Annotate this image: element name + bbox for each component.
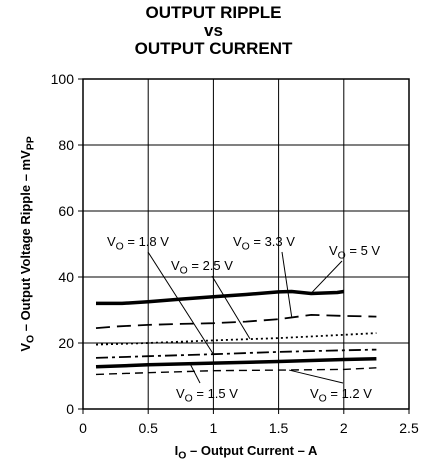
x-tick-label: 2.5 [399, 420, 419, 436]
x-tick-label: 1.5 [269, 420, 289, 436]
annotation-leader [288, 369, 344, 384]
annotation-leader [211, 275, 251, 339]
annotation-label: VO = 1.2 V [310, 386, 372, 405]
plot-frame [82, 78, 410, 410]
series-line-vo-5-v [96, 289, 345, 306]
x-tick-label: 0 [79, 420, 87, 436]
chart-title-line-1: OUTPUT RIPPLE [145, 3, 282, 22]
annotation-label: VO = 1.8 V [107, 234, 169, 253]
x-axis-label: IO – Output Current – A [175, 443, 318, 462]
y-tick-label: 60 [58, 203, 74, 219]
chart-title-line-2: vs [204, 21, 223, 40]
series-line-vo-3-3-v [95, 313, 377, 329]
annotation-label: VO = 5 V [329, 243, 380, 262]
x-tick-label: 2 [340, 420, 348, 436]
series-line-vo-1-2-v [95, 367, 377, 376]
y-tick-label: 40 [58, 269, 74, 285]
annotation-leader [147, 251, 214, 355]
series-line-vo-2-5-v [95, 332, 377, 346]
y-tick-label: 20 [58, 335, 74, 351]
annotation-label: VO = 3.3 V [233, 234, 295, 253]
series-line-vo-1-5-v [95, 357, 377, 369]
chart-title-line-3: OUTPUT CURRENT [134, 39, 293, 58]
annotation-leader [310, 260, 343, 294]
annotation-label: VO = 1.5 V [176, 386, 238, 405]
annotation-leader [281, 251, 293, 317]
series-line-vo-1-8-v [95, 348, 377, 359]
y-tick-label: 100 [51, 71, 75, 87]
annotation-label: VO = 2.5 V [171, 258, 233, 277]
y-tick-label: 0 [66, 401, 74, 417]
x-tick-label: 1 [210, 420, 218, 436]
annotation-leader [189, 363, 201, 384]
y-tick-label: 80 [58, 137, 74, 153]
y-axis-label: VO – Output Voltage Ripple – mVPP [18, 136, 37, 351]
x-tick-label: 0.5 [138, 420, 158, 436]
